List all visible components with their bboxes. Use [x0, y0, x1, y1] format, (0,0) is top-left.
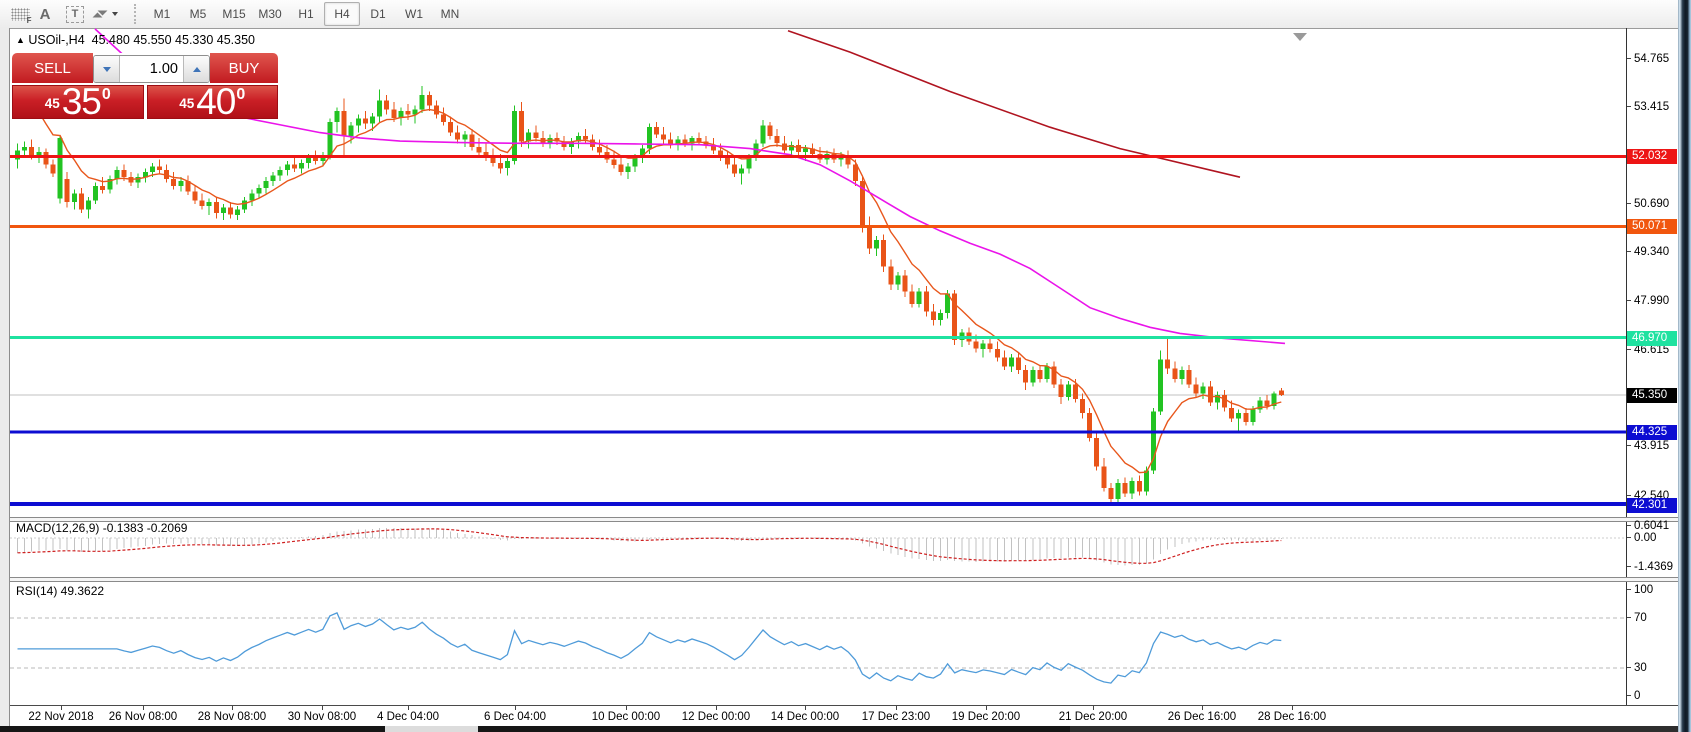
date-label: 17 Dec 23:00	[861, 711, 931, 723]
price-tick: 50.690	[1627, 197, 1669, 211]
price-level-label: 46.970	[1627, 330, 1677, 346]
date-tick	[143, 706, 144, 710]
rsi-label: RSI(14) 49.3622	[16, 584, 105, 598]
price-tick: 100	[1627, 583, 1653, 597]
window-bottom-border	[0, 726, 1678, 732]
date-label: 26 Dec 16:00	[1167, 711, 1237, 723]
date-tick	[896, 706, 897, 710]
price-tick: 54.765	[1627, 52, 1669, 66]
date-tick	[716, 706, 717, 710]
date-label: 14 Dec 00:00	[770, 711, 840, 723]
date-tick	[1202, 706, 1203, 710]
tf-button-m1[interactable]: M1	[153, 7, 171, 21]
date-label: 6 Dec 04:00	[483, 711, 547, 723]
volume-input[interactable]: 1.00	[149, 61, 178, 77]
date-label: 22 Nov 2018	[28, 711, 94, 723]
tf-button-m15[interactable]: M15	[222, 7, 246, 21]
tf-button-mn[interactable]: MN	[440, 7, 460, 21]
symbol-name: USOil-,H4	[28, 33, 85, 47]
price-tick: 0	[1627, 689, 1640, 703]
date-tick	[322, 706, 323, 710]
price-tick: 0.00	[1627, 531, 1656, 545]
panel-separator-main-macd[interactable]	[10, 517, 1678, 522]
price-tick: 43.915	[1627, 439, 1669, 453]
price-tick: 53.415	[1627, 100, 1669, 114]
date-axis[interactable]: 22 Nov 2018 26 Nov 08:00 28 Nov 08:00 30 No…	[10, 705, 1627, 726]
toolbar: F A T M1 M5 M15 M30 H1 H4 D1 W1 MN	[0, 0, 1678, 29]
price-level-label: 44.325	[1627, 424, 1677, 440]
volume-spinner: 1.00	[93, 53, 210, 85]
price-tick: 46.615	[1627, 343, 1669, 357]
date-label: 12 Dec 00:00	[681, 711, 751, 723]
price-level-label: 50.071	[1627, 218, 1677, 234]
text-label-icon[interactable]: A	[39, 5, 51, 23]
date-label: 28 Nov 08:00	[197, 711, 267, 723]
date-label: 19 Dec 20:00	[951, 711, 1021, 723]
date-label: 26 Nov 08:00	[108, 711, 178, 723]
volume-increase-button[interactable]	[183, 56, 209, 82]
window-left-border	[0, 28, 10, 726]
price-axis[interactable]: 54.765 53.415 50.690 49.340 47.990 46.615 43.9…	[1627, 28, 1678, 726]
sell-label: SELL	[12, 53, 93, 85]
date-tick	[232, 706, 233, 710]
objects-arrows-icon[interactable]	[90, 2, 120, 26]
price-tick: -1.4369	[1627, 560, 1673, 574]
chevron-down-icon	[111, 12, 118, 16]
tf-button-m5[interactable]: M5	[189, 7, 207, 21]
date-tick	[61, 706, 62, 710]
chart-shift-marker-icon[interactable]	[1293, 33, 1307, 41]
toolbar-separator	[134, 4, 136, 24]
panel-separator-macd-rsi[interactable]	[10, 577, 1678, 582]
chart-canvas[interactable]	[10, 28, 1627, 726]
snap-grid-icon[interactable]: F	[0, 2, 32, 26]
tf-button-d1[interactable]: D1	[370, 7, 386, 21]
volume-decrease-button[interactable]	[94, 56, 120, 82]
ohlc-values: 45.480 45.550 45.330 45.350	[91, 33, 255, 47]
date-tick	[1093, 706, 1094, 710]
tf-button-h4[interactable]: H4	[324, 2, 360, 26]
chevron-up-icon	[192, 66, 201, 72]
price-level-label: 42.301	[1627, 497, 1677, 513]
date-tick	[626, 706, 627, 710]
date-tick	[408, 706, 409, 710]
buy-label: BUY	[210, 53, 278, 85]
tf-button-w1[interactable]: W1	[405, 7, 423, 21]
date-label: 21 Dec 20:00	[1058, 711, 1128, 723]
sell-button[interactable]: 45 35 0	[12, 83, 144, 120]
price-tick: 49.340	[1627, 245, 1669, 259]
window-aero-border	[1678, 0, 1691, 732]
price-level-label: 52.032	[1627, 148, 1677, 164]
date-tick	[1292, 706, 1293, 710]
date-label: 10 Dec 00:00	[591, 711, 661, 723]
rsi-panel-bottom-border	[10, 705, 1678, 706]
price-tick: 30	[1627, 661, 1647, 675]
chart-title: ▲ USOil-,H4 45.480 45.550 45.330 45.350	[16, 33, 255, 47]
text-box-icon[interactable]: T	[60, 2, 90, 26]
buy-button[interactable]: 45 40 0	[146, 83, 278, 120]
price-level-label: 45.350	[1627, 387, 1677, 403]
tf-button-h1[interactable]: H1	[298, 7, 314, 21]
date-label: 28 Dec 16:00	[1257, 711, 1327, 723]
macd-label: MACD(12,26,9) -0.1383 -0.2069	[16, 521, 188, 535]
date-tick	[986, 706, 987, 710]
price-tick: 47.990	[1627, 294, 1669, 308]
date-label: 30 Nov 08:00	[287, 711, 357, 723]
chevron-down-icon	[102, 66, 111, 72]
price-tick: 70	[1627, 611, 1647, 625]
chart-background	[10, 29, 1678, 726]
one-click-trading-panel: SELL 1.00 BUY 45 35 0 45 40 0	[12, 53, 278, 120]
symbol-marker-icon: ▲	[16, 35, 25, 45]
price-tick: 0.6041	[1627, 519, 1669, 533]
date-label: 4 Dec 04:00	[376, 711, 440, 723]
date-tick	[805, 706, 806, 710]
date-tick	[515, 706, 516, 710]
tf-button-m30[interactable]: M30	[258, 7, 282, 21]
